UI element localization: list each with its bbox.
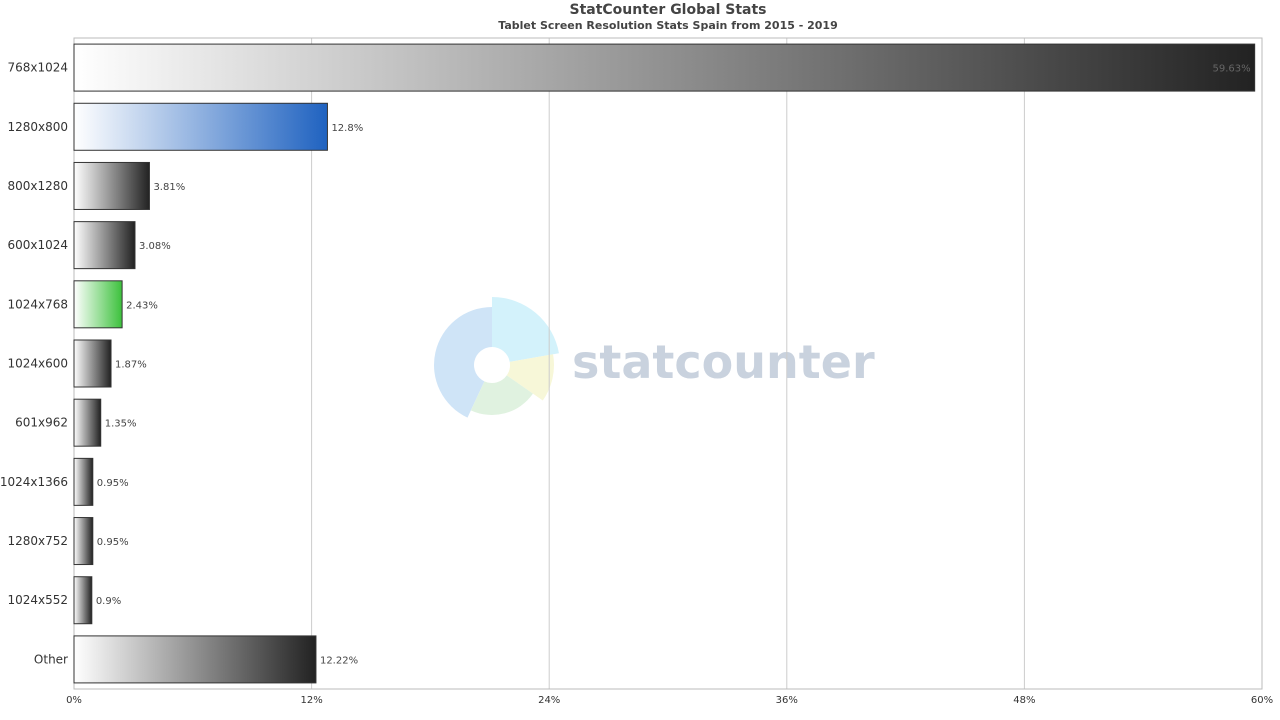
x-tick-label: 48% xyxy=(1013,695,1035,706)
value-label: 1.87% xyxy=(115,360,147,371)
bar-601x962 xyxy=(73,398,102,447)
bar-1280x800 xyxy=(73,102,328,151)
category-label: 800x1280 xyxy=(7,179,68,193)
bar-1280x752 xyxy=(73,517,94,566)
category-label: 1280x800 xyxy=(7,120,68,134)
category-label: 601x962 xyxy=(15,416,68,430)
category-label: 1024x600 xyxy=(7,357,68,371)
value-label: 2.43% xyxy=(126,300,158,311)
watermark-logo-slice-cyan xyxy=(492,297,559,362)
value-label: 0.95% xyxy=(97,478,129,489)
bar-1024x1366 xyxy=(73,457,94,506)
category-label: 1024x768 xyxy=(7,297,68,311)
bars xyxy=(73,43,1256,684)
chart-title: StatCounter Global Stats xyxy=(569,2,766,18)
value-labels: 59.63% 12.8% 3.81% 3.08% 2.43% 1.87% 1.35% 0.95… xyxy=(96,64,1251,667)
value-label: 12.8% xyxy=(331,123,363,134)
x-tick-label: 0% xyxy=(66,695,82,706)
value-label: 0.95% xyxy=(97,537,129,548)
value-label: 12.22% xyxy=(320,655,358,666)
x-tick-label: 24% xyxy=(538,695,560,706)
category-label: 600x1024 xyxy=(7,238,68,252)
bar-800x1280 xyxy=(73,161,150,210)
value-label: 1.35% xyxy=(105,419,137,430)
x-axis-ticks: 0% 12% 24% 36% 48% 60% xyxy=(66,695,1273,706)
chart-subtitle: Tablet Screen Resolution Stats Spain fro… xyxy=(498,19,837,32)
category-labels: 768x1024 1280x800 800x1280 600x1024 1024x768… xyxy=(0,61,68,667)
category-label: 768x1024 xyxy=(7,61,68,75)
category-label: 1280x752 xyxy=(7,534,68,548)
statcounter-watermark: statcounter xyxy=(433,297,875,418)
bar-other xyxy=(73,635,317,684)
bar-600x1024 xyxy=(73,221,136,270)
category-label: 1024x1366 xyxy=(0,475,68,489)
x-tick-label: 36% xyxy=(776,695,798,706)
value-label: 3.81% xyxy=(153,182,185,193)
category-label: 1024x552 xyxy=(7,593,68,607)
bar-1024x552 xyxy=(73,576,93,625)
value-label: 3.08% xyxy=(139,241,171,252)
watermark-logo-slice-yellow xyxy=(506,354,554,401)
watermark-logo-slice-green xyxy=(470,375,533,415)
x-tick-label: 60% xyxy=(1251,695,1273,706)
watermark-text: statcounter xyxy=(572,335,875,389)
x-tick-label: 12% xyxy=(300,695,322,706)
bar-768x1024 xyxy=(73,43,1256,92)
bar-1024x600 xyxy=(73,339,112,388)
value-label: 59.63% xyxy=(1213,64,1251,75)
bar-1024x768 xyxy=(73,280,123,329)
value-label: 0.9% xyxy=(96,596,121,607)
watermark-logo-slice-blue xyxy=(433,307,492,418)
category-label: Other xyxy=(34,652,68,666)
